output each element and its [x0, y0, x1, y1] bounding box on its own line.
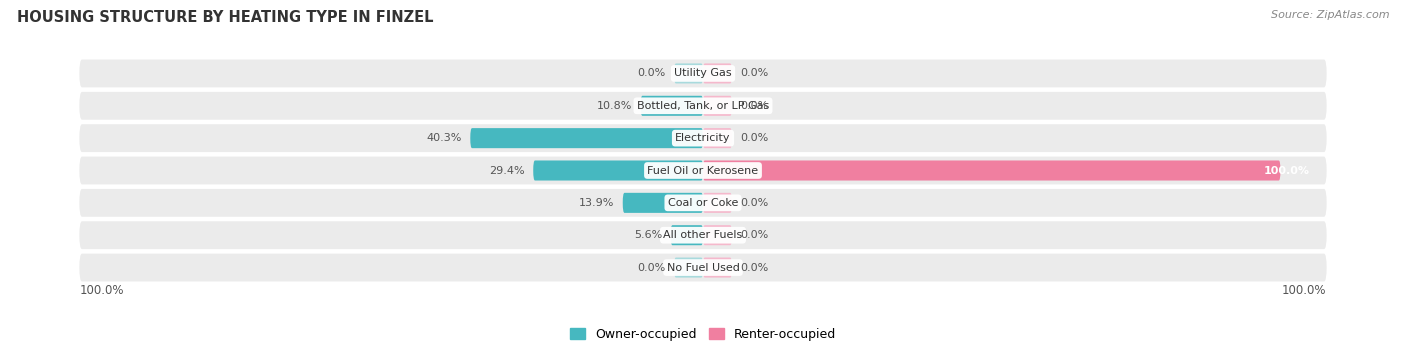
Text: Coal or Coke: Coal or Coke	[668, 198, 738, 208]
Text: 0.0%: 0.0%	[741, 263, 769, 272]
FancyBboxPatch shape	[79, 60, 1327, 87]
Text: 10.8%: 10.8%	[596, 101, 631, 111]
FancyBboxPatch shape	[79, 189, 1327, 217]
Text: Bottled, Tank, or LP Gas: Bottled, Tank, or LP Gas	[637, 101, 769, 111]
Text: 0.0%: 0.0%	[637, 69, 665, 78]
Text: 0.0%: 0.0%	[741, 198, 769, 208]
FancyBboxPatch shape	[703, 193, 733, 213]
FancyBboxPatch shape	[79, 92, 1327, 120]
FancyBboxPatch shape	[623, 193, 703, 213]
Text: 0.0%: 0.0%	[741, 69, 769, 78]
FancyBboxPatch shape	[703, 257, 733, 278]
FancyBboxPatch shape	[703, 63, 733, 84]
FancyBboxPatch shape	[79, 124, 1327, 152]
FancyBboxPatch shape	[703, 161, 1281, 180]
FancyBboxPatch shape	[470, 128, 703, 148]
Text: 0.0%: 0.0%	[637, 263, 665, 272]
Text: Source: ZipAtlas.com: Source: ZipAtlas.com	[1271, 10, 1389, 20]
Text: 13.9%: 13.9%	[579, 198, 614, 208]
Text: 0.0%: 0.0%	[741, 230, 769, 240]
Text: 0.0%: 0.0%	[741, 101, 769, 111]
Text: 5.6%: 5.6%	[634, 230, 662, 240]
FancyBboxPatch shape	[703, 128, 733, 148]
Text: No Fuel Used: No Fuel Used	[666, 263, 740, 272]
FancyBboxPatch shape	[79, 221, 1327, 249]
Text: 29.4%: 29.4%	[489, 165, 524, 176]
FancyBboxPatch shape	[79, 254, 1327, 281]
FancyBboxPatch shape	[703, 225, 733, 245]
Text: Fuel Oil or Kerosene: Fuel Oil or Kerosene	[647, 165, 759, 176]
FancyBboxPatch shape	[671, 225, 703, 245]
Text: 40.3%: 40.3%	[426, 133, 461, 143]
Text: Electricity: Electricity	[675, 133, 731, 143]
Text: Utility Gas: Utility Gas	[675, 69, 731, 78]
FancyBboxPatch shape	[703, 96, 733, 116]
FancyBboxPatch shape	[79, 157, 1327, 184]
FancyBboxPatch shape	[673, 63, 703, 84]
Text: 100.0%: 100.0%	[1264, 165, 1309, 176]
FancyBboxPatch shape	[673, 257, 703, 278]
Text: 0.0%: 0.0%	[741, 133, 769, 143]
FancyBboxPatch shape	[641, 96, 703, 116]
FancyBboxPatch shape	[533, 161, 703, 180]
Text: 100.0%: 100.0%	[79, 284, 124, 297]
Legend: Owner-occupied, Renter-occupied: Owner-occupied, Renter-occupied	[565, 323, 841, 341]
Text: All other Fuels: All other Fuels	[664, 230, 742, 240]
Text: HOUSING STRUCTURE BY HEATING TYPE IN FINZEL: HOUSING STRUCTURE BY HEATING TYPE IN FIN…	[17, 10, 433, 25]
Text: 100.0%: 100.0%	[1282, 284, 1327, 297]
